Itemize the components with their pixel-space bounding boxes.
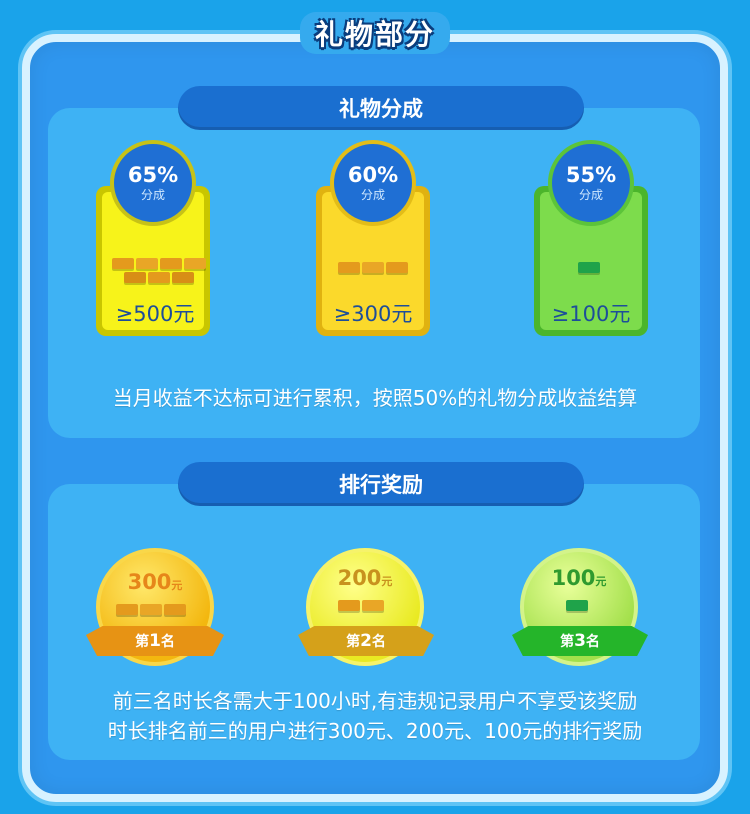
money-stack-icon-1b (124, 272, 194, 283)
gift-share-header: 礼物分成 (178, 86, 584, 130)
money-stack-icon-2 (338, 262, 408, 273)
medal-money-icon-3 (566, 600, 588, 611)
ranking-note-line-1: 前三名时长各需大于100小时,有违规记录用户不享受该奖励 (112, 689, 638, 713)
tier-percent-badge-1: 65% 分成 (110, 140, 196, 226)
medal-money-icon-2 (338, 600, 384, 611)
money-stack-icon-1 (112, 258, 206, 269)
money-stack-icon-3 (578, 262, 600, 273)
gift-share-note: 当月收益不达标可进行累积，按照50%的礼物分成收益结算 (112, 386, 638, 410)
tier-amount-2: ≥300元 (333, 302, 413, 326)
tier-label-3: 分成 (578, 188, 603, 202)
tier-amount-3: ≥100元 (551, 302, 631, 326)
tier-label-1: 分成 (140, 188, 165, 202)
ranking-note-line-2: 时长排名前三的用户进行300元、200元、100元的排行奖励 (107, 719, 643, 743)
tier-percent-1: 65% (127, 163, 179, 187)
tier-percent-badge-2: 60% 分成 (330, 140, 416, 226)
medal-amount-1: 300元 (127, 570, 183, 594)
ranking-header: 排行奖励 (178, 462, 584, 506)
medal-amount-3: 100元 (551, 566, 607, 590)
tier-amount-1: ≥500元 (115, 302, 195, 326)
tier-percent-badge-3: 55% 分成 (548, 140, 634, 226)
tier-percent-3: 55% (565, 163, 617, 187)
page-title: 礼物部分 (300, 12, 450, 54)
tier-label-2: 分成 (360, 188, 385, 202)
tier-card-3 (534, 186, 648, 336)
medal-amount-2: 200元 (337, 566, 393, 590)
tier-percent-2: 60% (347, 163, 399, 187)
medal-money-icon-1 (116, 604, 186, 615)
